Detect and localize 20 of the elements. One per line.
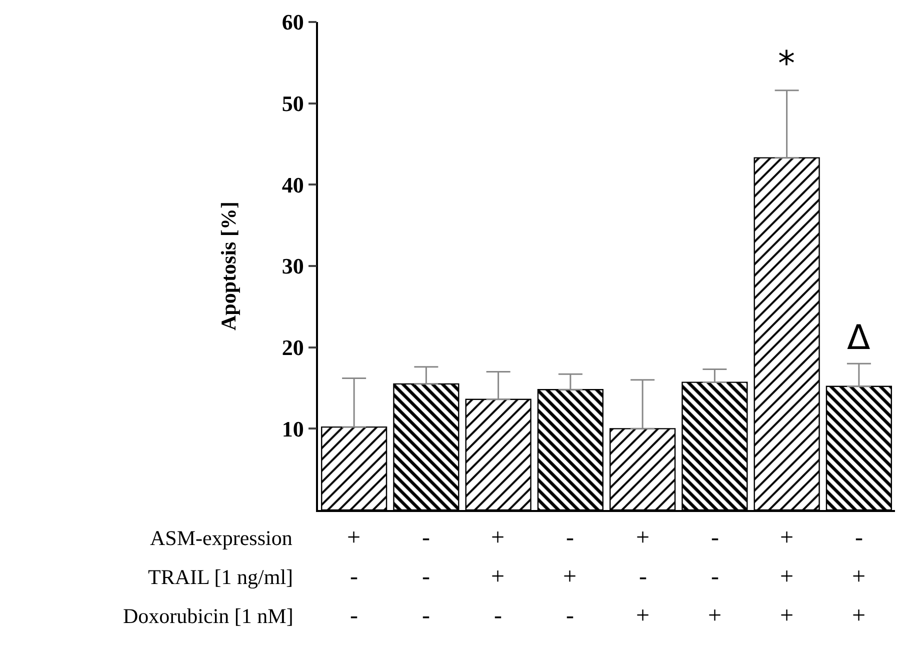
y-tick-label: 10 — [282, 416, 304, 442]
x-tick-label: - + - — [563, 525, 577, 629]
x-tick-label: - + + — [852, 525, 866, 629]
x-tick-label: + - + — [636, 525, 650, 629]
y-tick-label: 20 — [282, 335, 304, 360]
annotation: Δ — [847, 318, 870, 358]
y-tick-label: 60 — [282, 10, 304, 35]
x-tick-label: - - - — [422, 525, 430, 629]
annotation: * — [778, 44, 795, 84]
text: ASM-expression — [150, 526, 293, 550]
x-tick-label: + - - — [347, 525, 361, 629]
text: Doxorubicin [1 nM] — [123, 604, 294, 628]
x-tick-label: + + + — [780, 525, 794, 629]
y-tick-label: 30 — [282, 254, 304, 279]
y-axis-title: Apoptosis [%] — [216, 202, 240, 330]
text: TRAIL [1 ng/ml] — [148, 565, 294, 589]
y-tick-label: 40 — [282, 172, 304, 198]
y-tick-label: 50 — [282, 91, 304, 116]
x-tick-label: + + - — [491, 525, 505, 629]
x-tick-label: - - + — [708, 525, 722, 629]
